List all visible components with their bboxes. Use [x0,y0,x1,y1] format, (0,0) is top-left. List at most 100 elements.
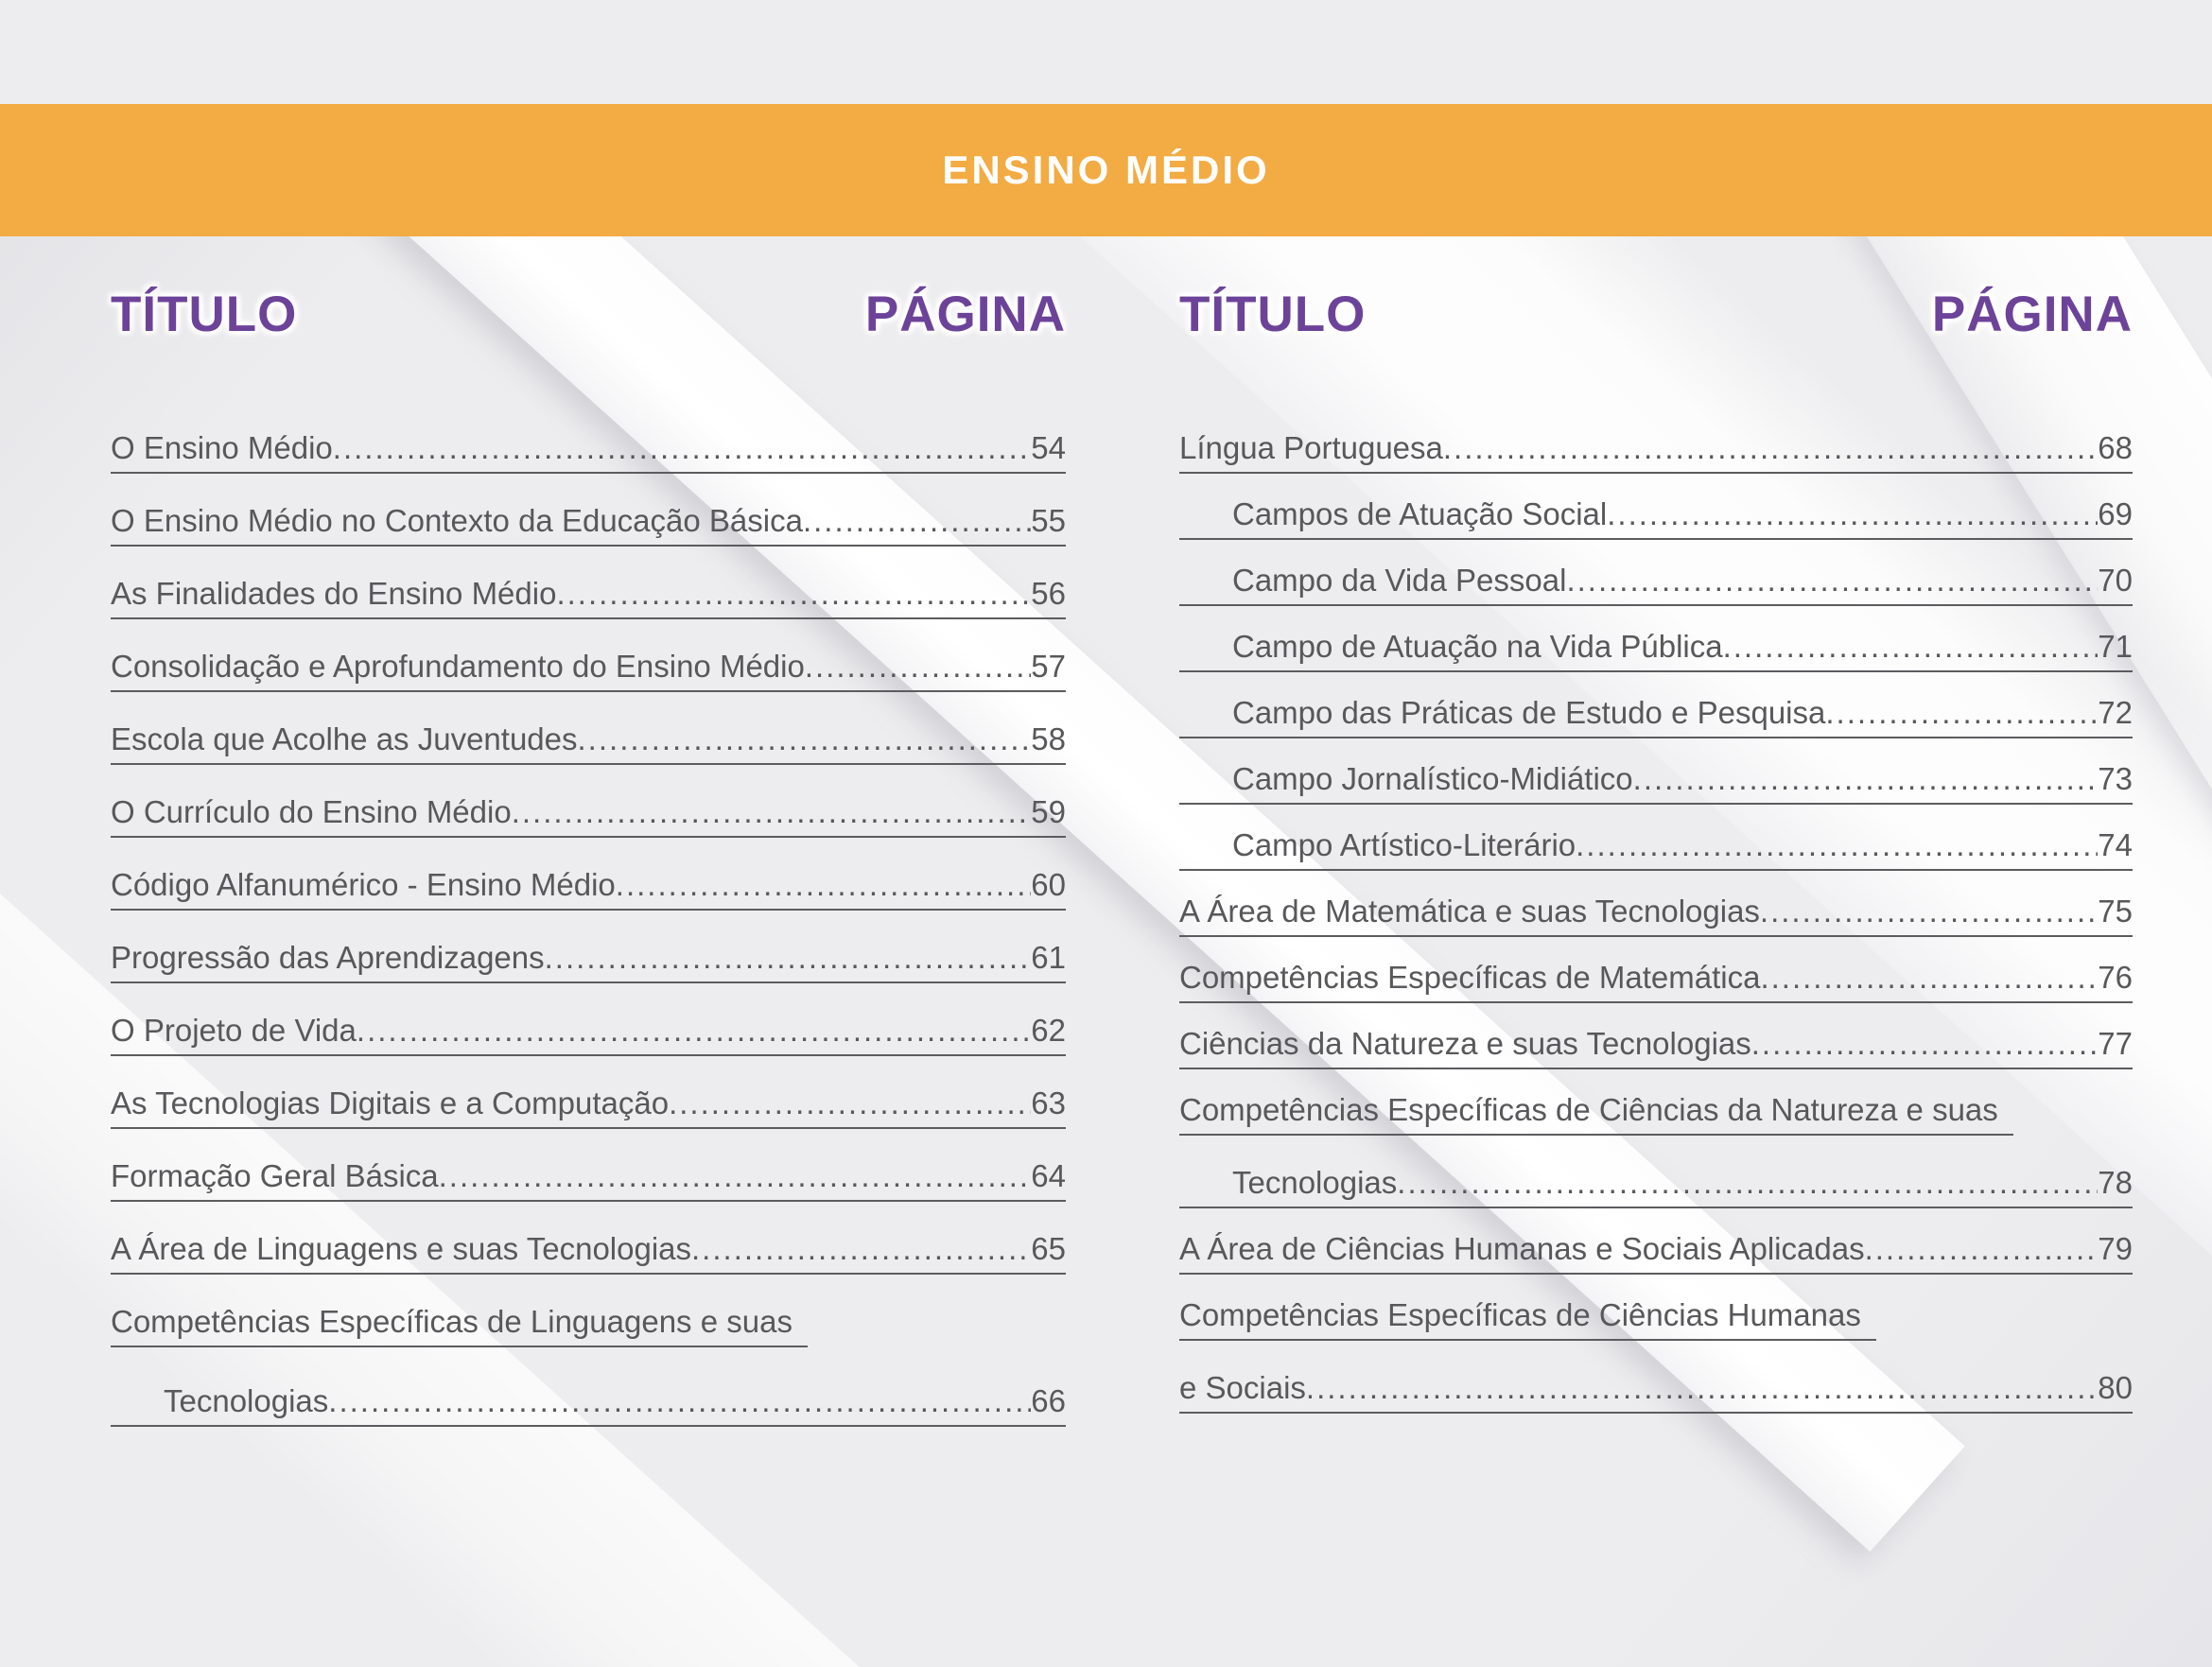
toc-entry[interactable]: As Finalidades do Ensino Médio .........… [111,576,1066,619]
toc-entry-title: A Área de Linguagens e suas Tecnologias [111,1231,692,1266]
toc-entry-title: Língua Portuguesa [1179,430,1443,465]
section-banner: ENSINO MÉDIO [0,104,2212,236]
toc-entry[interactable]: Competências Específicas de Ciências da … [1179,1092,2133,1142]
header-title-label: TÍTULO [1179,287,1367,342]
toc-entry-page: 59 [1031,794,1066,829]
dot-leader: ........................................… [1632,761,2099,796]
toc-entry-page: 79 [2098,1231,2133,1266]
toc-entry-page: 77 [2098,1026,2133,1061]
toc-entry[interactable]: Ciências da Natureza e suas Tecnologias … [1179,1026,2133,1069]
toc-entry-page: 61 [1031,940,1066,975]
toc-entry-title: Tecnologias [1232,1165,1398,1200]
toc-entry[interactable]: Campos de Atuação Social ...............… [1179,496,2133,540]
dot-leader: ........................................… [1722,629,2099,664]
toc-entry[interactable]: Progressão das Aprendizagens ...........… [111,940,1066,983]
toc-entry-title: A Área de Ciências Humanas e Sociais Apl… [1179,1231,1865,1266]
toc-column-right: TÍTULO PÁGINA Língua Portuguesa ........… [1179,286,2133,1456]
toc-entry-title: Tecnologias [164,1383,329,1418]
toc-entry[interactable]: Tecnologias ............................… [1179,1165,2133,1208]
toc-entry[interactable]: Campo das Práticas de Estudo e Pesquisa … [1179,695,2133,738]
dot-leader: ........................................… [511,794,1032,829]
toc-entry-title: Escola que Acolhe as Juventudes [111,721,578,756]
toc-entry-title: Competências Específicas de Linguagens e… [111,1304,808,1347]
toc-entry[interactable]: Competências Específicas de Linguagens e… [111,1304,1066,1354]
dot-leader: ........................................… [356,1013,1031,1048]
toc-entry-page: 66 [1031,1383,1066,1418]
toc-entry-title: Campo das Práticas de Estudo e Pesquisa [1232,695,1826,730]
toc-entry[interactable]: A Área de Ciências Humanas e Sociais Apl… [1179,1231,2133,1275]
toc-entry-title: Competências Específicas de Ciências da … [1179,1092,2013,1136]
toc-entry[interactable]: Escola que Acolhe as Juventudes ........… [111,721,1066,765]
toc-entry[interactable]: Língua Portuguesa ......................… [1179,430,2133,474]
toc-entry-page: 68 [2098,430,2133,465]
dot-leader: ........................................… [804,649,1031,684]
toc-entry-page: 73 [2098,761,2133,796]
toc-entry-title: Campo Jornalístico-Midiático [1232,761,1633,796]
toc-entry-page: 74 [2098,827,2133,862]
dot-leader: ........................................… [1864,1231,2099,1266]
toc-entry-title: Campo da Vida Pessoal [1232,563,1567,598]
toc-entry[interactable]: Consolidação e Aprofundamento do Ensino … [111,649,1066,692]
dot-leader: ........................................… [1760,960,2099,995]
toc-entry[interactable]: Código Alfanumérico - Ensino Médio .....… [111,867,1066,911]
toc-entry[interactable]: Tecnologias ............................… [111,1383,1066,1427]
toc-entry[interactable]: O Ensino Médio .........................… [111,430,1066,474]
toc-entry-title: Campos de Atuação Social [1232,496,1608,531]
dot-leader: ........................................… [1442,430,2099,465]
toc-entry-title: Consolidação e Aprofundamento do Ensino … [111,649,805,684]
dot-leader: ........................................… [615,867,1032,902]
toc-entry-page: 71 [2098,629,2133,664]
toc-entry-title: As Tecnologias Digitais e a Computação [111,1085,670,1120]
toc-entry-page: 75 [2098,894,2133,929]
dot-leader: ........................................… [691,1231,1031,1266]
toc-entry[interactable]: Campo Artístico-Literário ..............… [1179,827,2133,871]
toc-entry[interactable]: Competências Específicas de Ciências Hum… [1179,1297,2133,1347]
toc-entry-page: 64 [1031,1158,1066,1193]
toc-entry[interactable]: Competências Específicas de Matemática .… [1179,960,2133,1003]
toc-entry-page: 56 [1031,576,1066,611]
toc-entry-page: 80 [2098,1370,2133,1405]
toc-entry-title: Campo de Atuação na Vida Pública [1232,629,1723,664]
toc-entry-page: 58 [1031,721,1066,756]
toc-entry-page: 70 [2098,563,2133,598]
toc-entry-title: e Sociais [1179,1370,1306,1405]
toc-entry-page: 65 [1031,1231,1066,1266]
toc-entry-title: O Ensino Médio no Contexto da Educação B… [111,503,803,538]
toc-entries: O Ensino Médio .........................… [111,430,1066,1456]
dot-leader: ........................................… [1576,827,2099,862]
toc-entry[interactable]: O Currículo do Ensino Médio ............… [111,794,1066,838]
toc-column-left: TÍTULO PÁGINA O Ensino Médio ...........… [111,286,1066,1456]
dot-leader: ........................................… [1759,894,2099,929]
toc-entry-page: 55 [1031,503,1066,538]
dot-leader: ........................................… [669,1085,1031,1120]
toc-entry-page: 72 [2098,695,2133,730]
toc-entry-title: Ciências da Natureza e suas Tecnologias [1179,1026,1751,1061]
toc-entry[interactable]: As Tecnologias Digitais e a Computação .… [111,1085,1066,1129]
toc-entry-page: 57 [1031,649,1066,684]
dot-leader: ........................................… [328,1383,1031,1418]
dot-leader: ........................................… [332,430,1031,465]
toc-entry-title: As Finalidades do Ensino Médio [111,576,557,611]
toc-entry[interactable]: O Ensino Médio no Contexto da Educação B… [111,503,1066,547]
toc-entry-title: Progressão das Aprendizagens [111,940,545,975]
toc-entry-page: 69 [2098,496,2133,531]
toc-entry-title: O Projeto de Vida [111,1013,357,1048]
toc-entry-page: 78 [2098,1165,2133,1200]
dot-leader: ........................................… [544,940,1032,975]
toc-entry-title: O Ensino Médio [111,430,333,465]
toc-entry[interactable]: O Projeto de Vida ......................… [111,1013,1066,1056]
header-page-label: PÁGINA [864,287,1066,342]
toc-entry[interactable]: Campo Jornalístico-Midiático ...........… [1179,761,2133,805]
toc-entry[interactable]: Campo de Atuação na Vida Pública .......… [1179,629,2133,672]
toc-entry-title: Competências Específicas de Matemática [1179,960,1761,995]
toc-entry-page: 62 [1031,1013,1066,1048]
toc-entry-title: A Área de Matemática e suas Tecnologias [1179,894,1760,929]
toc-entry[interactable]: A Área de Linguagens e suas Tecnologias … [111,1231,1066,1275]
dot-leader: ........................................… [556,576,1032,611]
toc-entry[interactable]: A Área de Matemática e suas Tecnologias … [1179,894,2133,937]
page-background [0,104,2212,1667]
toc-entry[interactable]: Campo da Vida Pessoal ..................… [1179,563,2133,606]
toc-entry[interactable]: e Sociais ..............................… [1179,1370,2133,1414]
dot-leader: ........................................… [1607,496,2098,531]
toc-entry[interactable]: Formação Geral Básica ..................… [111,1158,1066,1202]
